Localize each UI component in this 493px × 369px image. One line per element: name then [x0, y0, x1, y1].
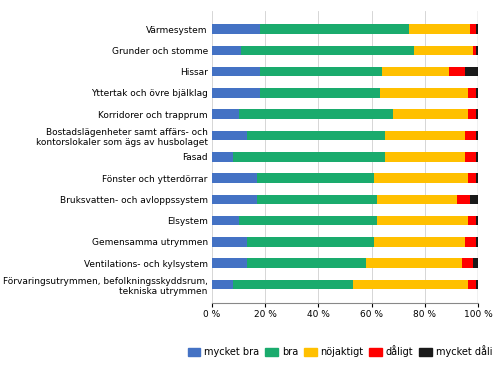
- Bar: [409, 24, 470, 34]
- Bar: [257, 194, 377, 204]
- Bar: [212, 173, 257, 183]
- Bar: [414, 46, 473, 55]
- Bar: [476, 237, 478, 247]
- Bar: [393, 110, 467, 119]
- Bar: [233, 280, 353, 289]
- Bar: [462, 258, 473, 268]
- Bar: [473, 258, 478, 268]
- Bar: [212, 258, 246, 268]
- Bar: [476, 280, 478, 289]
- Bar: [212, 216, 239, 225]
- Bar: [476, 173, 478, 183]
- Bar: [212, 46, 241, 55]
- Bar: [246, 131, 385, 140]
- Bar: [260, 24, 409, 34]
- Bar: [476, 216, 478, 225]
- Bar: [385, 152, 465, 162]
- Bar: [212, 24, 260, 34]
- Bar: [467, 216, 476, 225]
- Bar: [212, 110, 239, 119]
- Bar: [470, 194, 478, 204]
- Bar: [377, 216, 467, 225]
- Bar: [212, 131, 246, 140]
- Bar: [385, 131, 465, 140]
- Bar: [239, 216, 377, 225]
- Bar: [476, 88, 478, 98]
- Legend: mycket bra, bra, nöjaktigt, dåligt, mycket dåligt: mycket bra, bra, nöjaktigt, dåligt, myck…: [188, 345, 493, 357]
- Bar: [212, 280, 233, 289]
- Bar: [465, 131, 476, 140]
- Bar: [374, 237, 465, 247]
- Bar: [233, 152, 385, 162]
- Bar: [465, 67, 478, 76]
- Bar: [476, 110, 478, 119]
- Bar: [465, 152, 476, 162]
- Bar: [374, 173, 467, 183]
- Bar: [212, 88, 260, 98]
- Bar: [366, 258, 462, 268]
- Bar: [476, 152, 478, 162]
- Bar: [377, 194, 457, 204]
- Bar: [467, 280, 476, 289]
- Bar: [212, 237, 246, 247]
- Bar: [457, 194, 470, 204]
- Bar: [467, 88, 476, 98]
- Bar: [467, 173, 476, 183]
- Bar: [212, 152, 233, 162]
- Bar: [465, 237, 476, 247]
- Bar: [246, 237, 374, 247]
- Bar: [449, 67, 465, 76]
- Bar: [260, 88, 380, 98]
- Bar: [353, 280, 467, 289]
- Bar: [257, 173, 374, 183]
- Bar: [380, 88, 467, 98]
- Bar: [476, 131, 478, 140]
- Bar: [239, 110, 393, 119]
- Bar: [473, 46, 476, 55]
- Bar: [212, 194, 257, 204]
- Bar: [260, 67, 383, 76]
- Bar: [476, 46, 478, 55]
- Bar: [241, 46, 414, 55]
- Bar: [383, 67, 449, 76]
- Bar: [476, 24, 478, 34]
- Bar: [467, 110, 476, 119]
- Bar: [470, 24, 476, 34]
- Bar: [246, 258, 366, 268]
- Bar: [212, 67, 260, 76]
